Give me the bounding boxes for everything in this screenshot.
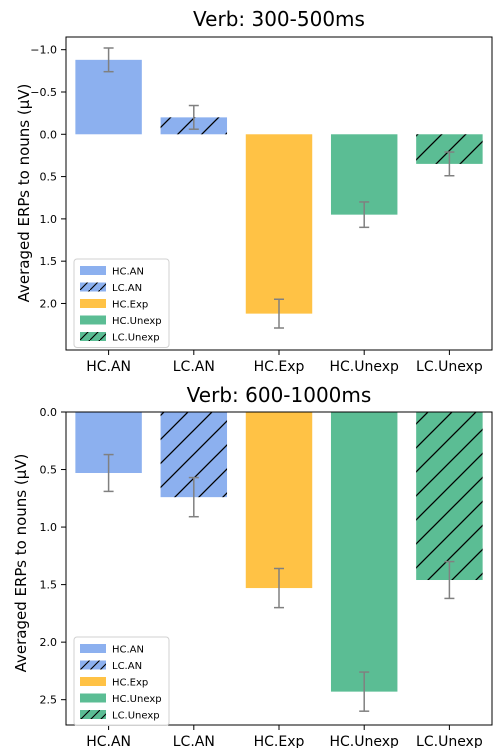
chart-1-error-bar bbox=[103, 47, 114, 73]
chart-2-x-tick-label: HC.Unexp bbox=[329, 734, 399, 748]
chart-1-title: Verb: 300-500ms bbox=[193, 7, 365, 31]
chart-2-y-tick-label: 0.0 bbox=[40, 406, 58, 419]
chart-2: Verb: 600-1000ms Averaged ERPs to nouns … bbox=[12, 383, 493, 750]
chart-1-error-bar bbox=[359, 201, 370, 229]
chart-1-legend-item: LC.Unexp bbox=[80, 332, 160, 344]
chart-1-legend-swatch bbox=[80, 266, 106, 275]
chart-2-y-tick-label: 2.0 bbox=[40, 636, 58, 649]
chart-1-y-axis-label: Averaged ERPs to nouns (µV) bbox=[15, 84, 33, 303]
chart-1-y-tick-label: 2.0 bbox=[40, 297, 58, 310]
chart-1-legend-label: LC.AN bbox=[112, 283, 142, 294]
chart-2-legend-swatch bbox=[80, 677, 106, 686]
chart-1-legend-item: HC.Exp bbox=[80, 299, 148, 311]
chart-2-y-axis-label: Averaged ERPs to nouns (µV) bbox=[12, 454, 30, 673]
chart-2-x-tick-label: HC.Exp bbox=[254, 734, 305, 748]
chart-2-legend-swatch bbox=[80, 644, 106, 653]
chart-2-error-bar bbox=[188, 476, 199, 518]
chart-2-legend-swatch bbox=[80, 693, 106, 703]
chart-2-bars bbox=[75, 412, 483, 692]
chart-1-y-tick-label: −0.5 bbox=[30, 86, 57, 99]
chart-1-error-bar bbox=[274, 298, 284, 329]
chart-1-legend-label: LC.Unexp bbox=[112, 333, 160, 344]
chart-2-y-tick-label: 2.5 bbox=[40, 694, 58, 707]
chart-2-legend-label: HC.Exp bbox=[112, 678, 148, 689]
chart-1-y-tick-label: 0.0 bbox=[40, 128, 58, 141]
chart-1-y-tick-label: −1.0 bbox=[30, 44, 57, 57]
chart-2-bar-hc-exp bbox=[245, 412, 313, 589]
chart-2-legend-label: LC.Unexp bbox=[112, 711, 160, 722]
chart-2-title: Verb: 600-1000ms bbox=[187, 383, 372, 407]
chart-2-error-bar bbox=[274, 567, 284, 609]
chart-2-error-bars bbox=[103, 453, 455, 712]
chart-2-legend-item: HC.AN bbox=[80, 644, 144, 656]
chart-2-x-tick-label: HC.AN bbox=[86, 734, 131, 748]
chart-2-legend-item: LC.AN bbox=[80, 660, 142, 672]
chart-2-x-tick-label: LC.AN bbox=[173, 734, 215, 748]
chart-2-y-tick-label: 1.5 bbox=[40, 579, 58, 592]
chart-2-error-bar bbox=[444, 560, 455, 600]
chart-2-bar-lc-unexp bbox=[416, 412, 483, 581]
chart-1-x-tick-label: HC.Unexp bbox=[329, 359, 399, 375]
chart-1-legend-label: HC.Exp bbox=[112, 300, 148, 311]
chart-1-bar-hc-exp bbox=[245, 134, 313, 314]
chart-2-legend-box bbox=[73, 636, 170, 726]
chart-2-legend-item: LC.Unexp bbox=[80, 710, 160, 722]
chart-1-legend-label: HC.Unexp bbox=[112, 316, 162, 327]
chart-1-legend-swatch bbox=[80, 315, 106, 325]
chart-1-legend-box bbox=[73, 258, 170, 348]
chart-2-legend-item: HC.Unexp bbox=[80, 693, 162, 705]
chart-1-error-bars bbox=[103, 47, 455, 329]
chart-2-y-tick-label: 1.0 bbox=[40, 521, 58, 534]
chart-2-error-bar bbox=[103, 453, 114, 493]
chart-1-error-bar bbox=[444, 151, 455, 177]
chart-1-y-tick-label: 1.0 bbox=[40, 213, 58, 226]
chart-1-y-ticks: −1.0 −0.5 0.0 0.5 1.0 1.5 2.0 bbox=[30, 44, 66, 310]
chart-1-legend-item: LC.AN bbox=[80, 282, 142, 294]
chart-1-legend-item: HC.AN bbox=[80, 266, 144, 278]
chart-1-x-tick-label: HC.Exp bbox=[254, 359, 305, 375]
chart-2-legend-label: HC.Unexp bbox=[112, 694, 162, 705]
chart-1-x-tick-label: LC.Unexp bbox=[416, 359, 483, 375]
chart-1-x-ticks: HC.AN LC.AN HC.Exp HC.Unexp LC.Unexp bbox=[86, 350, 483, 375]
chart-2-legend-label: HC.AN bbox=[112, 645, 144, 656]
chart-1-x-tick-label: LC.AN bbox=[173, 359, 215, 375]
chart-1: Verb: 300-500ms Averaged ERPs to nouns (… bbox=[15, 7, 493, 375]
chart-1-error-bar bbox=[188, 104, 199, 130]
chart-1-legend-swatch bbox=[80, 299, 106, 308]
chart-2-error-bar bbox=[359, 671, 370, 712]
chart-2-x-ticks: HC.AN LC.AN HC.Exp HC.Unexp LC.Unexp bbox=[86, 725, 483, 750]
chart-2-bar-hc-unexp bbox=[330, 412, 398, 692]
chart-2-y-tick-label: 0.5 bbox=[40, 464, 58, 477]
chart-2-legend: HC.AN LC.AN HC.Exp HC.Unexp LC.Unexp bbox=[73, 636, 170, 726]
chart-2-legend-label: LC.AN bbox=[112, 661, 142, 672]
chart-1-y-tick-label: 1.5 bbox=[40, 255, 58, 268]
chart-2-x-tick-label: LC.Unexp bbox=[416, 734, 483, 748]
chart-1-bars bbox=[75, 59, 483, 314]
chart-2-legend-item: HC.Exp bbox=[80, 677, 148, 689]
chart-1-legend-item: HC.Unexp bbox=[80, 315, 162, 327]
chart-2-y-ticks: 0.0 0.5 1.0 1.5 2.0 2.5 bbox=[40, 406, 66, 707]
chart-1-x-tick-label: HC.AN bbox=[86, 359, 131, 375]
chart-1-legend: HC.AN LC.AN HC.Exp HC.Unexp LC.Unexp bbox=[73, 258, 170, 348]
chart-1-y-tick-label: 0.5 bbox=[40, 171, 58, 184]
chart-1-legend-label: HC.AN bbox=[112, 267, 144, 278]
